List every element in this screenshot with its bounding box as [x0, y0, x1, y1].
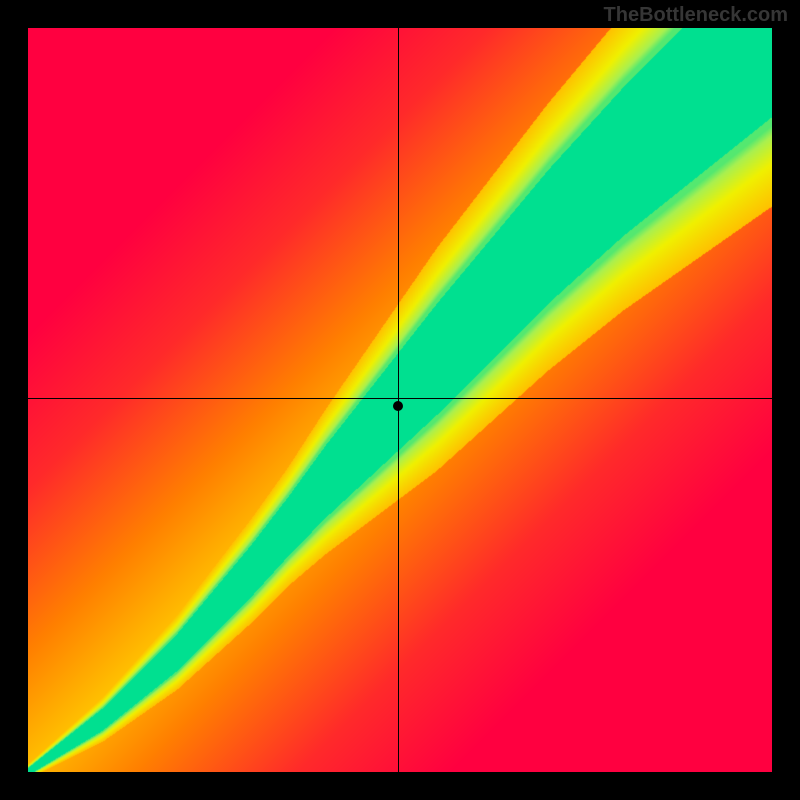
heatmap-canvas	[28, 28, 772, 772]
heatmap-plot	[28, 28, 772, 772]
crosshair-horizontal	[28, 398, 772, 399]
root-frame: TheBottleneck.com	[0, 0, 800, 800]
center-marker	[393, 401, 403, 411]
watermark-text: TheBottleneck.com	[604, 4, 788, 27]
